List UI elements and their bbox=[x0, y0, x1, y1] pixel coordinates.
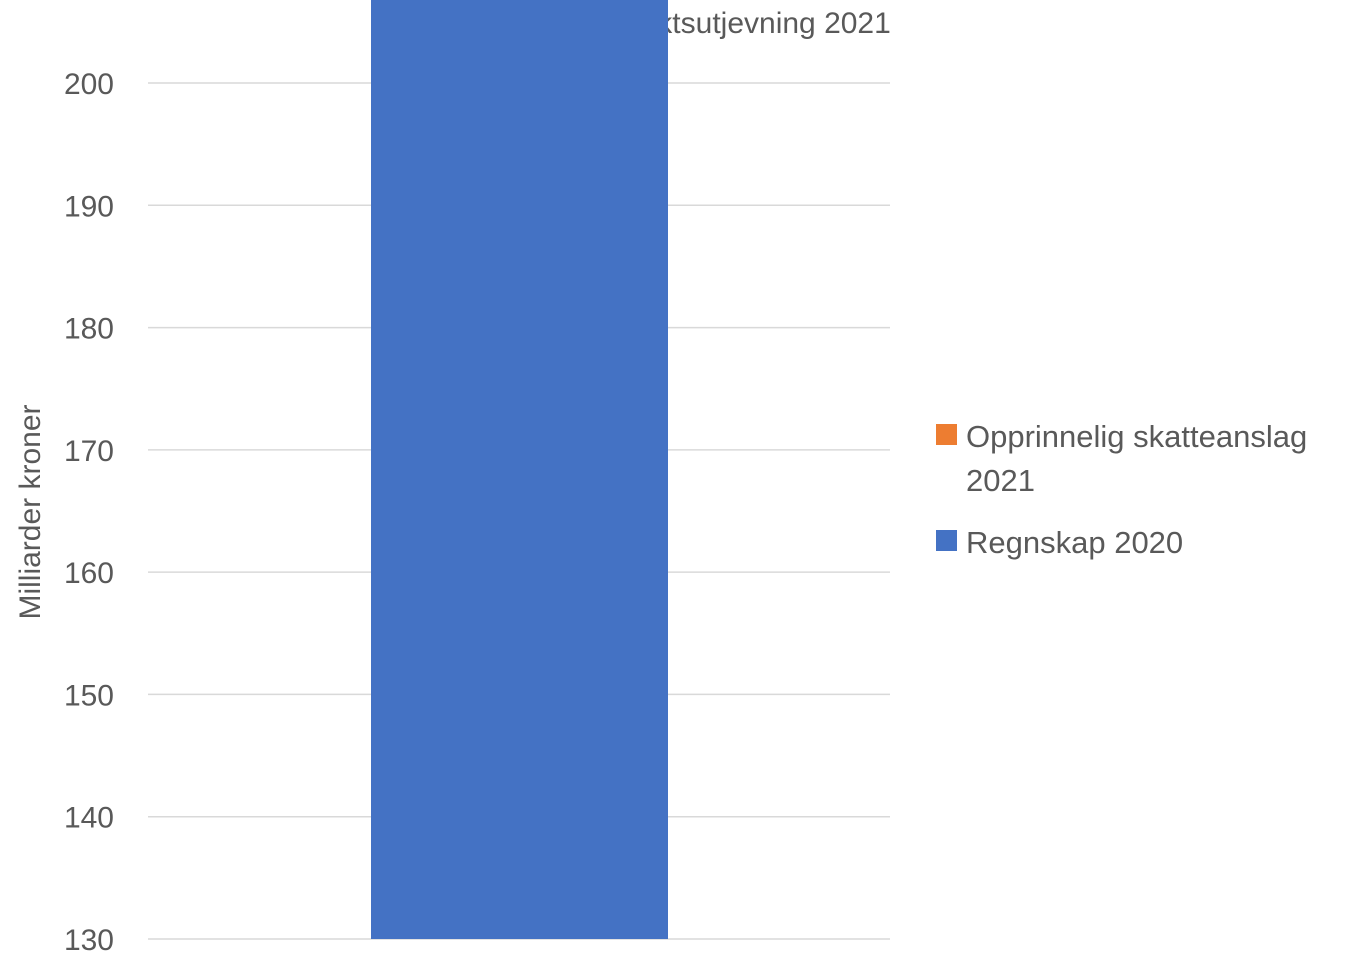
y-tick-labels: 130 140 150 160 170 180 190 200 bbox=[64, 68, 114, 954]
legend-label-0-1: 2021 bbox=[966, 463, 1035, 498]
y-tick-label-140: 140 bbox=[64, 802, 114, 835]
y-tick-label-170: 170 bbox=[64, 435, 114, 468]
y-tick-label-150: 150 bbox=[64, 679, 114, 712]
y-tick-label-180: 180 bbox=[64, 313, 114, 346]
y-axis-title: Milliarder kroner bbox=[14, 404, 47, 619]
legend-swatch-1 bbox=[936, 530, 957, 551]
y-tick-label-160: 160 bbox=[64, 557, 114, 590]
y-tick-label-200: 200 bbox=[64, 68, 114, 101]
bar-segment-regnskap-2020 bbox=[371, 0, 668, 939]
legend: Opprinnelig skatteanslag 2021 Regnskap 202… bbox=[936, 419, 1307, 560]
legend-label-1-0: Regnskap 2020 bbox=[966, 525, 1183, 560]
legend-swatch-0 bbox=[936, 424, 957, 445]
bar-segments bbox=[371, 0, 668, 939]
y-tick-label-190: 190 bbox=[64, 190, 114, 223]
y-tick-label-130: 130 bbox=[64, 924, 114, 954]
legend-label-0-0: Opprinnelig skatteanslag bbox=[966, 419, 1307, 454]
